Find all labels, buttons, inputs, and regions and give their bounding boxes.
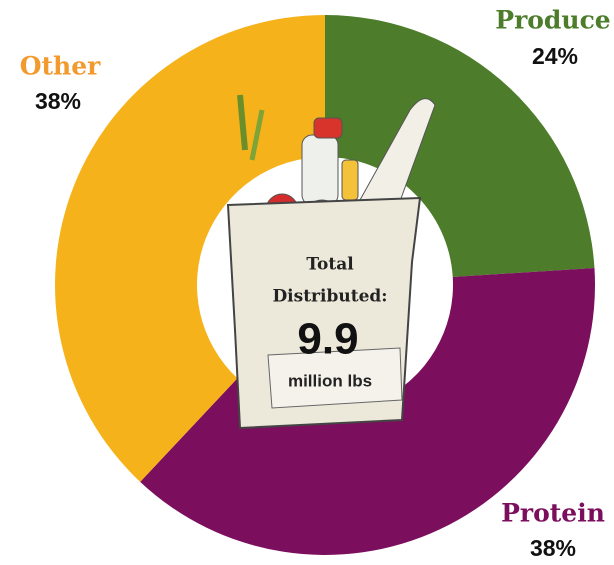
- category-label: Other: [20, 52, 101, 81]
- category-label: Produce: [495, 6, 610, 35]
- value-label: 38%: [35, 88, 81, 114]
- chart: Total Distributed: 9.9 million lbs Produ…: [0, 0, 614, 565]
- total-unit: million lbs: [288, 371, 372, 390]
- center-text: Total: [306, 255, 354, 275]
- total-value: 9.9: [297, 315, 358, 364]
- value-label: 38%: [530, 535, 576, 561]
- value-label: 24%: [532, 43, 578, 69]
- category-label: Protein: [501, 499, 605, 528]
- center-text: Distributed:: [272, 287, 387, 307]
